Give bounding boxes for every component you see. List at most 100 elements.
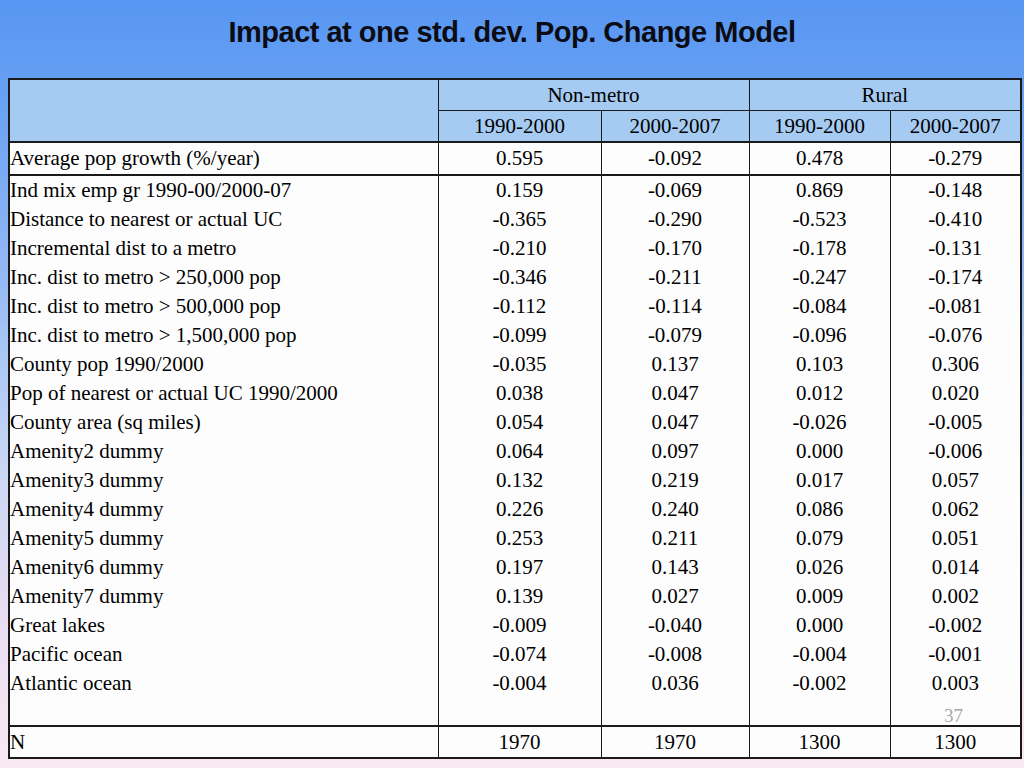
row-value: 0.009 (749, 582, 890, 611)
group-header-row: Non-metro Rural (9, 79, 1021, 111)
table-row-n: N 1970 1970 1300 1300 (9, 726, 1021, 758)
table-body: Ind mix emp gr 1990-00/2000-07 0.159 -0.… (9, 175, 1021, 698)
row-label: Incremental dist to a metro (9, 234, 438, 263)
table-row: County area (sq miles) 0.054 0.047 -0.02… (9, 408, 1021, 437)
row-label: Amenity3 dummy (9, 466, 438, 495)
row-value: 0.595 (438, 142, 601, 175)
table-row: Distance to nearest or actual UC -0.365 … (9, 205, 1021, 234)
row-value: -0.009 (438, 611, 601, 640)
row-value: -0.069 (601, 175, 749, 205)
spacer-row (9, 698, 1021, 726)
row-value: 0.159 (438, 175, 601, 205)
row-value: 0.306 (890, 350, 1021, 379)
table-row: Amenity7 dummy 0.139 0.027 0.009 0.002 (9, 582, 1021, 611)
row-label: County pop 1990/2000 (9, 350, 438, 379)
row-value: 0.211 (601, 524, 749, 553)
row-value: 0.064 (438, 437, 601, 466)
row-label: Inc. dist to metro > 1,500,000 pop (9, 321, 438, 350)
row-value: 0.014 (890, 553, 1021, 582)
row-value: 0.143 (601, 553, 749, 582)
table-row: Pacific ocean -0.074 -0.008 -0.004 -0.00… (9, 640, 1021, 669)
row-value: 0.051 (890, 524, 1021, 553)
row-value: 1300 (890, 726, 1021, 758)
row-value: -0.026 (749, 408, 890, 437)
row-value: -0.523 (749, 205, 890, 234)
row-value: 0.086 (749, 495, 890, 524)
row-value: -0.131 (890, 234, 1021, 263)
header-empty-cell (9, 79, 438, 142)
row-value: -0.076 (890, 321, 1021, 350)
row-value: -0.079 (601, 321, 749, 350)
row-value: 0.240 (601, 495, 749, 524)
row-value: 0.478 (749, 142, 890, 175)
row-value: -0.210 (438, 234, 601, 263)
row-label: Inc. dist to metro > 500,000 pop (9, 292, 438, 321)
row-value: -0.211 (601, 263, 749, 292)
header-group-nonmetro: Non-metro (438, 79, 749, 111)
row-label: Average pop growth (%/year) (9, 142, 438, 175)
row-value: -0.096 (749, 321, 890, 350)
row-value: 0.000 (749, 437, 890, 466)
row-value: 0.226 (438, 495, 601, 524)
row-value: -0.006 (890, 437, 1021, 466)
row-label: Inc. dist to metro > 250,000 pop (9, 263, 438, 292)
row-value: -0.002 (749, 669, 890, 698)
row-value: 0.054 (438, 408, 601, 437)
table-row: Pop of nearest or actual UC 1990/2000 0.… (9, 379, 1021, 408)
row-value: 1970 (438, 726, 601, 758)
table-row: Inc. dist to metro > 250,000 pop -0.346 … (9, 263, 1021, 292)
row-value: 0.097 (601, 437, 749, 466)
table-row: Amenity3 dummy 0.132 0.219 0.017 0.057 (9, 466, 1021, 495)
row-label: Amenity2 dummy (9, 437, 438, 466)
row-value: 0.017 (749, 466, 890, 495)
header-rural-1990-2000: 1990-2000 (749, 111, 890, 143)
table-row: Ind mix emp gr 1990-00/2000-07 0.159 -0.… (9, 175, 1021, 205)
row-label: Atlantic ocean (9, 669, 438, 698)
row-value: -0.410 (890, 205, 1021, 234)
row-value: 0.000 (749, 611, 890, 640)
row-value: 0.026 (749, 553, 890, 582)
row-value: 0.057 (890, 466, 1021, 495)
table-row: County pop 1990/2000 -0.035 0.137 0.103 … (9, 350, 1021, 379)
row-value: -0.178 (749, 234, 890, 263)
row-value: -0.004 (749, 640, 890, 669)
row-label: Pop of nearest or actual UC 1990/2000 (9, 379, 438, 408)
row-value: -0.074 (438, 640, 601, 669)
row-value: -0.004 (438, 669, 601, 698)
table-row: Amenity4 dummy 0.226 0.240 0.086 0.062 (9, 495, 1021, 524)
row-value: 0.103 (749, 350, 890, 379)
table-header: Non-metro Rural 1990-2000 2000-2007 1990… (9, 79, 1021, 142)
header-group-rural: Rural (749, 79, 1021, 111)
row-label: Amenity6 dummy (9, 553, 438, 582)
header-rural-2000-2007: 2000-2007 (890, 111, 1021, 143)
row-value: -0.174 (890, 263, 1021, 292)
row-label: County area (sq miles) (9, 408, 438, 437)
row-label: Ind mix emp gr 1990-00/2000-07 (9, 175, 438, 205)
table-row: Inc. dist to metro > 1,500,000 pop -0.09… (9, 321, 1021, 350)
row-value: 0.253 (438, 524, 601, 553)
row-value: -0.084 (749, 292, 890, 321)
row-label: N (9, 726, 438, 758)
row-value: 0.869 (749, 175, 890, 205)
row-value: -0.365 (438, 205, 601, 234)
slide: Impact at one std. dev. Pop. Change Mode… (0, 0, 1024, 768)
row-value: -0.346 (438, 263, 601, 292)
row-value: -0.002 (890, 611, 1021, 640)
row-label: Amenity5 dummy (9, 524, 438, 553)
row-value: 0.079 (749, 524, 890, 553)
table-row: Amenity6 dummy 0.197 0.143 0.026 0.014 (9, 553, 1021, 582)
row-value: 0.047 (601, 379, 749, 408)
table-row: Amenity5 dummy 0.253 0.211 0.079 0.051 (9, 524, 1021, 553)
row-value: -0.247 (749, 263, 890, 292)
row-value: -0.005 (890, 408, 1021, 437)
table-row: Great lakes -0.009 -0.040 0.000 -0.002 (9, 611, 1021, 640)
row-value: -0.290 (601, 205, 749, 234)
slide-page-number: 37 (944, 705, 963, 727)
row-value: 1970 (601, 726, 749, 758)
row-value: -0.008 (601, 640, 749, 669)
row-value: 0.047 (601, 408, 749, 437)
row-value: -0.148 (890, 175, 1021, 205)
table-row: Amenity2 dummy 0.064 0.097 0.000 -0.006 (9, 437, 1021, 466)
row-value: -0.279 (890, 142, 1021, 175)
row-value: -0.081 (890, 292, 1021, 321)
